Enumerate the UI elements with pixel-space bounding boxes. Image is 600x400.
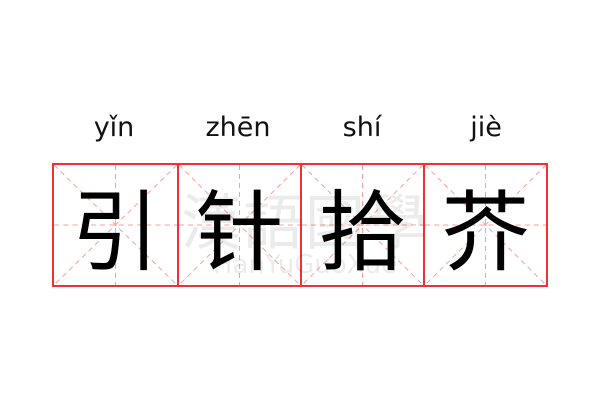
character: 引 <box>71 180 160 284</box>
pinyin-4: jiè <box>470 112 502 143</box>
character-grid: 引 针 拾 芥 <box>52 163 548 287</box>
pinyin-2: zhēn <box>205 112 271 143</box>
tianzige-guides <box>54 165 177 285</box>
pinyin-3: shí <box>342 112 382 143</box>
character: 针 <box>195 180 284 284</box>
character-cell: 引 <box>54 165 177 285</box>
character-cell: 芥 <box>422 165 546 285</box>
tianzige-guides <box>301 165 423 285</box>
pinyin-row: yǐn zhēn shí jiè <box>52 108 548 148</box>
character-cell: 针 <box>176 165 300 285</box>
character: 拾 <box>318 180 407 284</box>
tianzige-guides <box>178 165 300 285</box>
pinyin-1: yǐn <box>93 112 135 143</box>
character: 芥 <box>441 180 530 284</box>
tianzige-guides <box>424 165 546 285</box>
character-cell: 拾 <box>299 165 423 285</box>
